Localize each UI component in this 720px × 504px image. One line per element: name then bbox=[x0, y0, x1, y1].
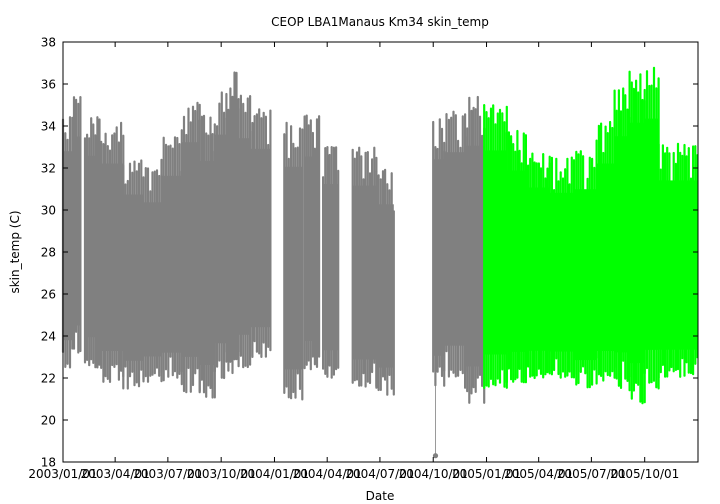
series-0-segment-9 bbox=[214, 134, 227, 344]
series-0-outlier-0 bbox=[432, 453, 439, 459]
x-tick-label-6: 2004/07/01 bbox=[345, 467, 414, 481]
y-tick-label-2: 22 bbox=[41, 372, 56, 386]
series-1 bbox=[483, 66, 699, 405]
y-tick-label-8: 34 bbox=[41, 120, 56, 134]
y-tick-label-5: 28 bbox=[41, 246, 56, 260]
plot-data bbox=[61, 66, 699, 459]
y-axis-label: skin_temp (C) bbox=[8, 210, 22, 293]
y-tick-label-9: 36 bbox=[41, 78, 56, 92]
y-tick-label-3: 24 bbox=[41, 330, 56, 344]
x-tick-label-11: 2005/10/01 bbox=[610, 467, 679, 481]
x-tick-label-10: 2005/07/01 bbox=[557, 467, 626, 481]
x-axis-label: Date bbox=[366, 489, 395, 503]
y-tick-label-6: 30 bbox=[41, 204, 56, 218]
x-tick-label-8: 2005/01/01 bbox=[452, 467, 521, 481]
y-tick-label-1: 20 bbox=[41, 414, 56, 428]
x-tick-label-9: 2005/04/01 bbox=[504, 467, 573, 481]
x-tick-label-0: 2003/01/01 bbox=[28, 467, 97, 481]
x-tick-label-2: 2003/07/01 bbox=[133, 467, 202, 481]
x-tick-label-1: 2003/04/01 bbox=[81, 467, 150, 481]
y-tick-label-10: 38 bbox=[41, 36, 56, 50]
y-tick-label-0: 18 bbox=[41, 456, 56, 470]
x-tick-label-7: 2004/10/01 bbox=[399, 467, 468, 481]
y-tick-label-4: 26 bbox=[41, 288, 56, 302]
y-axis: 18 20 22 24 26 28 30 32 34 36 38 bbox=[41, 36, 698, 470]
x-tick-label-3: 2003/10/01 bbox=[187, 467, 256, 481]
series-0 bbox=[61, 71, 486, 459]
x-axis: 2003/01/012003/04/012003/07/012003/10/01… bbox=[28, 42, 679, 481]
y-tick-label-7: 32 bbox=[41, 162, 56, 176]
x-tick-label-4: 2004/01/01 bbox=[240, 467, 309, 481]
chart-title: CEOP LBA1Manaus Km34 skin_temp bbox=[271, 15, 489, 29]
x-tick-label-5: 2004/04/01 bbox=[293, 467, 362, 481]
